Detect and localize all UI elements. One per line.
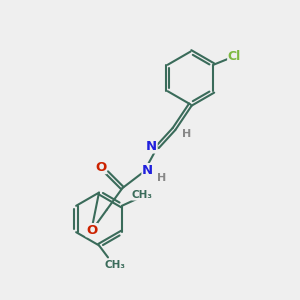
Text: CH₃: CH₃ — [132, 190, 153, 200]
Text: N: N — [146, 140, 157, 153]
Text: CH₃: CH₃ — [104, 260, 125, 270]
Text: O: O — [86, 224, 98, 237]
Text: O: O — [95, 160, 106, 174]
Text: H: H — [182, 129, 191, 140]
Text: H: H — [157, 173, 166, 183]
Text: N: N — [142, 164, 153, 177]
Text: Cl: Cl — [228, 50, 241, 63]
